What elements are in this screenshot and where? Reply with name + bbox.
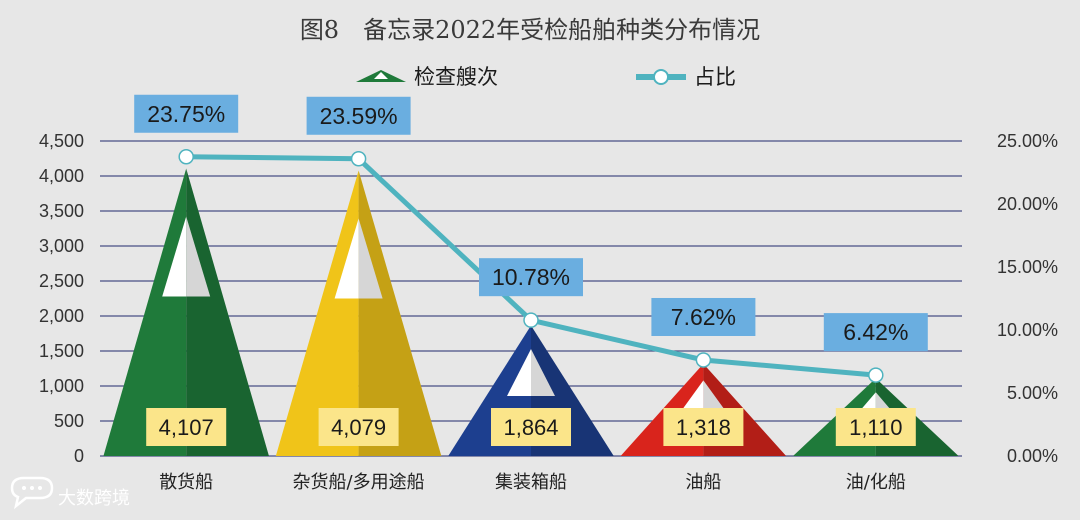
value-label-text: 4,079: [331, 415, 386, 440]
percent-label-box: [479, 258, 583, 297]
category-label: 集装箱船: [495, 472, 567, 493]
watermark: 大数跨境: [10, 476, 130, 510]
percent-label-box: [306, 96, 411, 135]
percent-label-text: 23.75%: [147, 101, 225, 127]
percent-labels: 23.75% 23.59% 10.78% 7.62% 6.42%: [134, 94, 928, 352]
bar-highlight-left: [334, 218, 359, 299]
value-label-box: [491, 408, 571, 446]
legend-item-share: 占比: [636, 65, 736, 89]
percent-label: 6.42%: [823, 313, 928, 352]
left-tick-label: 0: [74, 446, 84, 466]
value-labels: 4,107 4,079 1,864 1,318 1,110: [146, 408, 916, 446]
percent-label: 10.78%: [479, 258, 583, 297]
legend-line-point: [653, 69, 669, 85]
left-axis: 0 500 1,000 1,500 2,000 2,500 3,000 3,500 4,000 4…: [39, 131, 84, 466]
bar-triangle-left: [275, 170, 359, 456]
category-axis: 散货船 杂货船/多用途船 集装箱船 油船 油/化船: [159, 472, 906, 493]
bar-highlight-left: [507, 349, 531, 396]
category-label: 油船: [685, 472, 721, 493]
left-tick-label: 1,500: [39, 341, 84, 361]
value-label-box: [663, 408, 744, 446]
value-label-text: 1,864: [503, 415, 558, 440]
value-label: 1,864: [491, 408, 571, 446]
percent-label: 23.59%: [306, 96, 411, 135]
share-point: [695, 352, 712, 368]
legend-triangle-highlight: [374, 72, 388, 79]
left-tick-label: 4,000: [39, 166, 84, 186]
percent-label: 7.62%: [651, 297, 756, 336]
right-tick-label: 25.00%: [997, 131, 1058, 151]
bar-highlight-right: [186, 216, 211, 297]
left-tick-label: 3,500: [39, 201, 84, 221]
value-label: 4,079: [318, 408, 399, 446]
value-label-box: [835, 408, 916, 446]
category-label: 油/化船: [846, 472, 906, 493]
bar-triangle: [103, 168, 269, 456]
right-tick-label: 20.00%: [997, 194, 1058, 214]
percent-label-text: 7.62%: [671, 304, 736, 330]
value-label-box: [318, 408, 399, 446]
value-label: 1,318: [663, 408, 744, 446]
right-tick-label: 15.00%: [997, 257, 1058, 277]
bar-highlight-right: [531, 349, 555, 396]
right-tick-label: 10.00%: [997, 320, 1058, 340]
left-tick-label: 4,500: [39, 131, 84, 151]
category-label: 杂货船/多用途船: [293, 472, 425, 493]
value-label-text: 4,107: [159, 415, 214, 440]
right-axis: 0.00% 5.00% 10.00% 15.00% 20.00% 25.00%: [997, 131, 1058, 466]
left-tick-label: 1,000: [39, 376, 84, 396]
value-label-text: 1,318: [676, 415, 731, 440]
value-label: 4,107: [146, 408, 227, 446]
bar-triangle-right: [186, 168, 269, 456]
bar-highlight-right: [703, 380, 728, 414]
percent-label-text: 6.42%: [843, 319, 908, 345]
bar-highlight-left: [162, 216, 187, 297]
percent-label-text: 23.59%: [320, 103, 398, 129]
value-label-box: [146, 408, 227, 446]
chat-bubble-icon: [10, 476, 54, 510]
value-label-text: 1,110: [849, 415, 902, 440]
legend-label-count: 检查艘次: [414, 65, 498, 89]
right-tick-label: 5.00%: [1007, 383, 1058, 403]
bar-highlight-left: [679, 380, 704, 414]
share-point: [868, 367, 884, 383]
value-label: 1,110: [835, 408, 916, 446]
share-line-series: [178, 149, 884, 383]
left-tick-label: 2,000: [39, 306, 84, 326]
bar-highlight-right: [358, 218, 383, 299]
watermark-text: 大数跨境: [58, 488, 130, 509]
percent-label-box: [651, 297, 756, 336]
share-point: [178, 149, 194, 165]
category-label: 散货船: [159, 472, 213, 493]
percent-label-box: [134, 94, 239, 133]
left-tick-label: 2,500: [39, 271, 84, 291]
share-point: [523, 312, 539, 328]
legend-label-share: 占比: [694, 65, 736, 89]
bar-triangle: [275, 170, 442, 456]
bar-triangle-right: [358, 170, 442, 456]
chart-title: 图8 备忘录2022年受检船舶种类分布情况: [300, 16, 760, 44]
bar-triangle-left: [103, 168, 187, 456]
percent-label: 23.75%: [134, 94, 239, 133]
legend-item-count: 检查艘次: [356, 65, 498, 89]
percent-label-text: 10.78%: [492, 264, 570, 290]
left-tick-label: 3,000: [39, 236, 84, 256]
percent-label-box: [823, 313, 928, 352]
share-point: [350, 151, 367, 167]
left-tick-label: 500: [54, 411, 84, 431]
legend: 检查艘次 占比: [356, 65, 736, 89]
right-tick-label: 0.00%: [1007, 446, 1058, 466]
